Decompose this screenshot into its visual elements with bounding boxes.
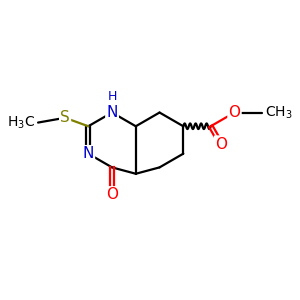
Text: O: O bbox=[229, 105, 241, 120]
Text: O: O bbox=[215, 136, 227, 152]
Text: O: O bbox=[106, 187, 118, 202]
Text: CH$_3$: CH$_3$ bbox=[265, 104, 293, 121]
Text: S: S bbox=[60, 110, 70, 125]
Text: N: N bbox=[82, 146, 94, 161]
Text: N: N bbox=[106, 105, 118, 120]
Text: H: H bbox=[107, 90, 117, 103]
Text: H$_3$C: H$_3$C bbox=[7, 114, 35, 131]
